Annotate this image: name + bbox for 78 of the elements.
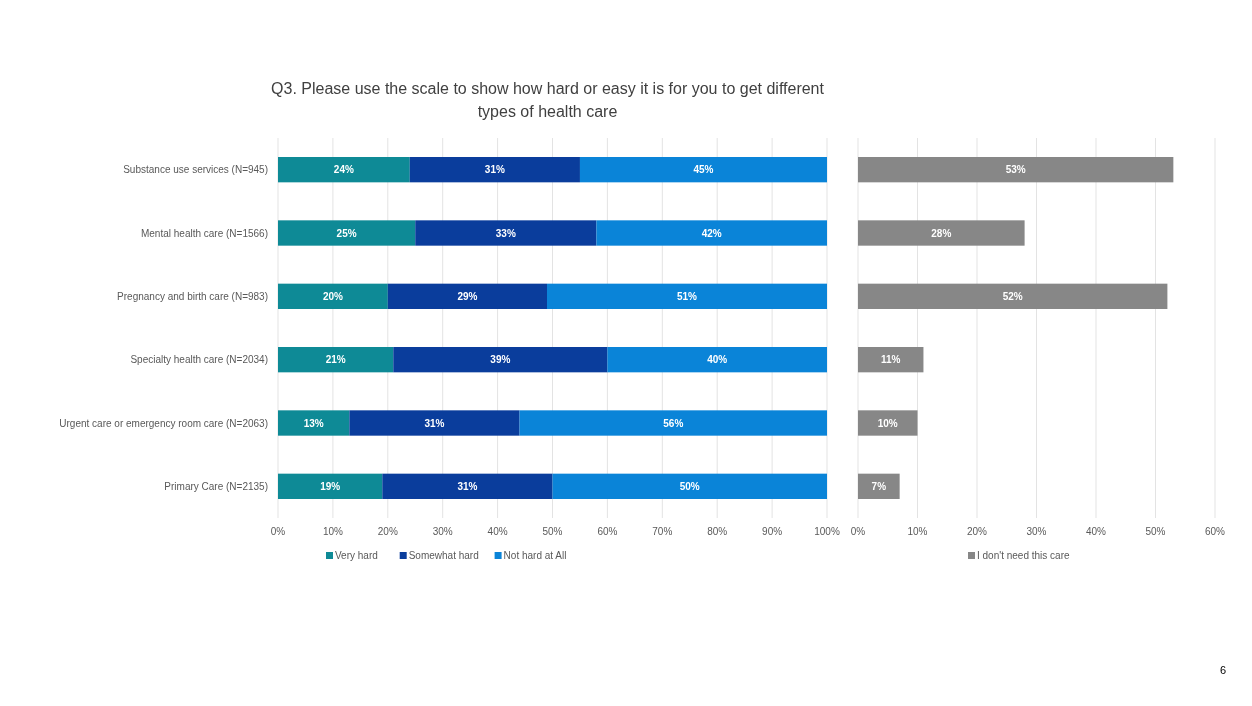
- bar: [858, 347, 924, 373]
- data-label: 29%: [457, 290, 478, 302]
- legend-label: Very hard: [335, 550, 378, 561]
- bar: [393, 347, 608, 373]
- bar: [278, 473, 383, 499]
- x-tick-label: 40%: [1085, 526, 1107, 537]
- y-tick-label: Substance use services (N=945): [123, 164, 268, 176]
- data-label: 50%: [679, 480, 700, 492]
- y-tick-label: Primary Care (N=2135): [164, 480, 268, 492]
- bar: [415, 220, 597, 246]
- bar: [382, 473, 553, 499]
- x-tick-label: 50%: [542, 526, 563, 537]
- data-label: 52%: [1002, 290, 1023, 302]
- data-label: 53%: [1005, 164, 1026, 176]
- data-label: 40%: [707, 354, 728, 366]
- x-tick-label: 60%: [597, 526, 618, 537]
- bar: [278, 283, 388, 309]
- y-tick-label: Mental health care (N=1566): [140, 227, 268, 239]
- data-label: 56%: [663, 417, 684, 429]
- bar: [278, 410, 350, 436]
- data-label: 20%: [322, 290, 344, 302]
- bar: [278, 157, 410, 183]
- bar: [607, 347, 827, 373]
- x-tick-label: 0%: [850, 526, 866, 537]
- x-tick-label: 10%: [322, 526, 344, 537]
- bar: [349, 410, 520, 436]
- bar: [552, 473, 827, 499]
- bar: [519, 410, 827, 436]
- data-label: 33%: [495, 227, 516, 239]
- bar: [278, 347, 394, 373]
- legend-label: Not hard at All: [503, 550, 567, 561]
- bar: [579, 157, 827, 183]
- data-label: 13%: [303, 417, 324, 429]
- x-tick-label: 50%: [1145, 526, 1166, 537]
- text: 6: [1219, 664, 1226, 676]
- x-tick-label: 80%: [707, 526, 728, 537]
- bar: [278, 220, 416, 246]
- bar: [858, 220, 1025, 246]
- data-label: 11%: [880, 354, 901, 366]
- bar: [409, 157, 580, 183]
- legend-label: I don't need this care: [977, 550, 1070, 561]
- bar: [858, 157, 1174, 183]
- bar: [858, 473, 900, 499]
- x-tick-label: 20%: [966, 526, 988, 537]
- data-label: 42%: [701, 227, 722, 239]
- bar: [387, 283, 548, 309]
- x-tick-label: 60%: [1204, 526, 1226, 537]
- bar: [596, 220, 827, 246]
- x-tick-label: 70%: [652, 526, 673, 537]
- bar: [547, 283, 827, 309]
- x-tick-label: 40%: [487, 526, 508, 537]
- data-label: 19%: [320, 480, 341, 492]
- bar: [858, 410, 918, 436]
- y-tick-label: Specialty health care (N=2034): [130, 354, 268, 366]
- bar: [858, 283, 1168, 309]
- x-tick-label: 100%: [814, 526, 840, 537]
- data-label: 45%: [693, 164, 714, 176]
- x-tick-label: 0%: [270, 526, 286, 537]
- x-tick-label: 20%: [377, 526, 398, 537]
- data-label: 28%: [931, 227, 952, 239]
- data-label: 51%: [677, 290, 698, 302]
- data-label: 10%: [877, 417, 898, 429]
- y-tick-label: Pregnancy and birth care (N=983): [117, 290, 268, 302]
- data-label: 31%: [484, 164, 505, 176]
- data-label: 39%: [490, 354, 511, 366]
- x-tick-label: 90%: [762, 526, 783, 537]
- data-label: 7%: [871, 480, 887, 492]
- data-label: 21%: [325, 354, 346, 366]
- data-label: 25%: [336, 227, 357, 239]
- data-label: 31%: [424, 417, 445, 429]
- data-label: 31%: [457, 480, 478, 492]
- x-tick-label: 30%: [432, 526, 453, 537]
- x-tick-label: 10%: [907, 526, 928, 537]
- chart-title: Q3. Please use the scale to show how hard or easy it is for you to get different types of health care: [271, 80, 825, 120]
- y-tick-label: Urgent care or emergency room care (N=2063): [59, 417, 268, 429]
- x-tick-label: 30%: [1026, 526, 1047, 537]
- data-label: 24%: [333, 164, 354, 176]
- legend-label: Somewhat hard: [408, 550, 479, 561]
